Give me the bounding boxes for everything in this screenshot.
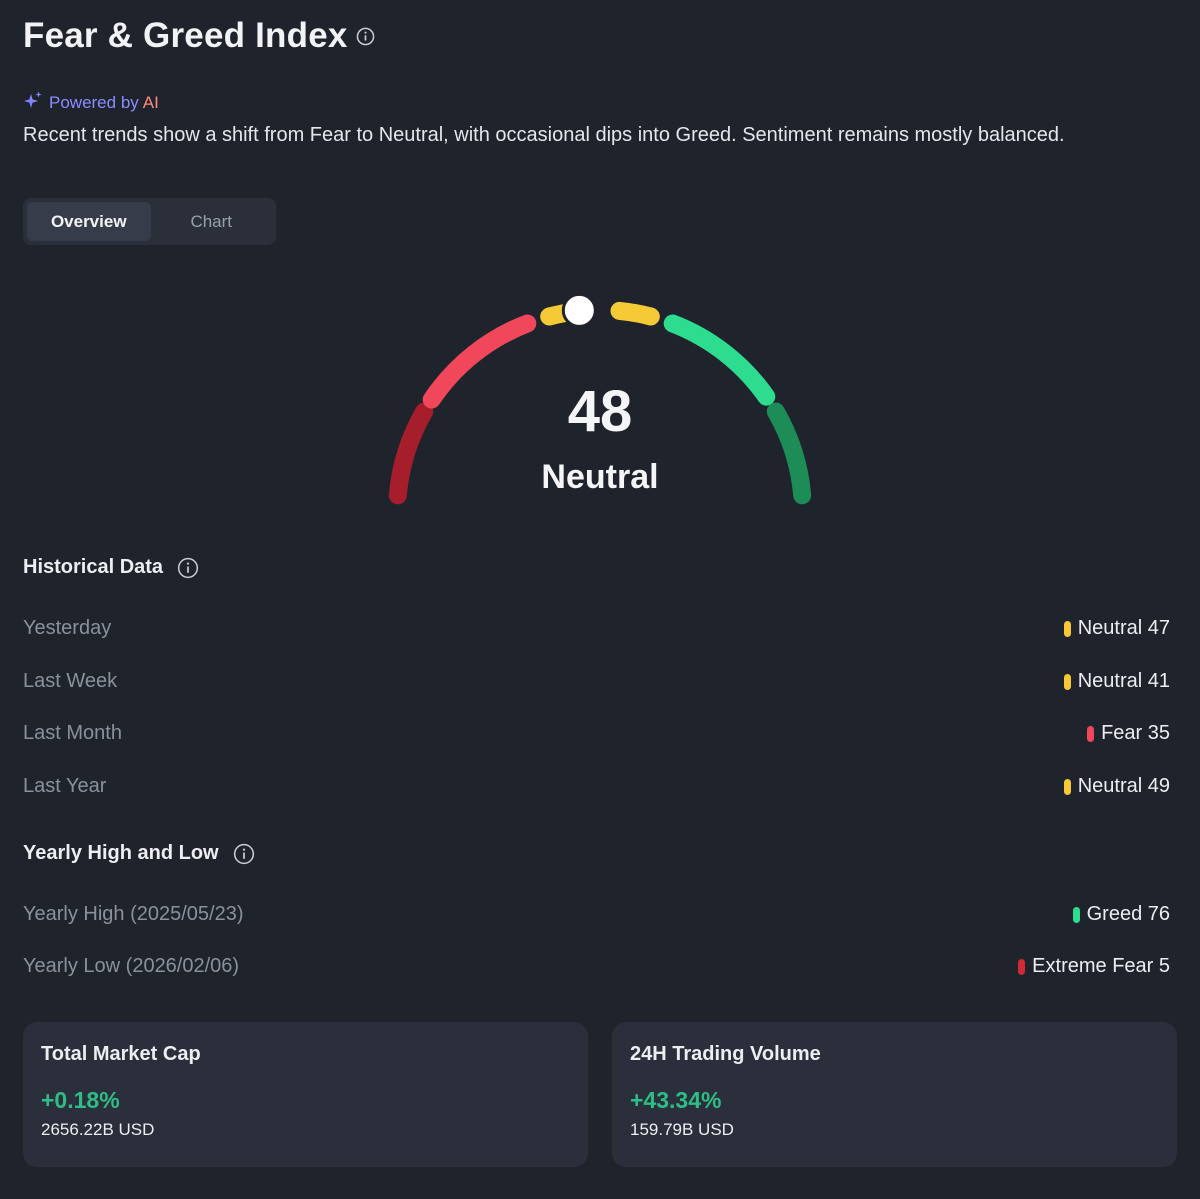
- gauge-indicator: [561, 292, 597, 328]
- yearly-row-value: Extreme Fear 5: [1032, 955, 1170, 977]
- card-title: Total Market Cap: [41, 1043, 201, 1065]
- history-row-value: Neutral 49: [1077, 775, 1170, 797]
- history-row-label: Last Month: [23, 722, 122, 744]
- historical-data-title: Historical Data: [23, 556, 164, 578]
- yearly-row-value: Greed 76: [1086, 903, 1170, 925]
- tab-chart[interactable]: Chart: [190, 211, 233, 231]
- info-icon[interactable]: [177, 557, 199, 579]
- historical-data-heading: Historical Data: [23, 556, 199, 579]
- sentiment-indicator: [1072, 906, 1080, 923]
- yearly-row-label: Yearly High (2025/05/23): [23, 903, 244, 925]
- gauge-value: 48: [567, 379, 633, 444]
- info-icon[interactable]: [233, 843, 255, 865]
- history-row-value: Neutral 47: [1077, 617, 1170, 639]
- sentiment-indicator: [1063, 778, 1071, 795]
- history-row-value: Fear 35: [1101, 722, 1170, 744]
- sentiment-indicator: [1063, 673, 1071, 690]
- sentiment-indicator: [1063, 620, 1071, 637]
- yearly-heading: Yearly High and Low: [23, 842, 255, 865]
- greed-segment: [663, 314, 776, 406]
- history-row-value: Neutral 41: [1077, 670, 1170, 692]
- info-icon[interactable]: [356, 27, 375, 46]
- trading-volume-card[interactable]: 24H Trading Volume +43.34% 159.79B USD: [612, 1022, 1177, 1167]
- yearly-row: Yearly Low (2026/02/06) Extreme Fear 5: [23, 955, 1170, 978]
- sparkle-icon: [23, 90, 43, 115]
- page-header: Fear & Greed Index: [23, 16, 375, 56]
- yearly-row: Yearly High (2025/05/23) Greed 76: [23, 903, 1170, 926]
- history-row: Last Year Neutral 49: [23, 775, 1170, 798]
- card-amount: 2656.22B USD: [41, 1120, 155, 1139]
- extreme-greed-segment: [766, 402, 812, 505]
- yearly-title: Yearly High and Low: [23, 842, 219, 864]
- page-title: Fear & Greed Index: [23, 16, 348, 55]
- neutral-right-segment: [610, 301, 660, 326]
- card-change: +0.18%: [41, 1087, 120, 1113]
- card-change: +43.34%: [630, 1087, 722, 1113]
- history-row-label: Last Year: [23, 775, 107, 797]
- card-amount: 159.79B USD: [630, 1120, 734, 1139]
- fear-segment: [422, 314, 537, 409]
- sentiment-gauge: [388, 292, 812, 505]
- extreme-fear-segment: [388, 402, 434, 505]
- ai-badge: Powered by AI: [23, 90, 159, 115]
- gauge-label: Neutral: [541, 458, 659, 496]
- ai-label: AI: [142, 92, 159, 112]
- powered-by-label: Powered by: [49, 92, 139, 112]
- ai-summary: Recent trends show a shift from Fear to …: [23, 124, 1065, 146]
- history-row: Last Week Neutral 41: [23, 670, 1170, 693]
- card-title: 24H Trading Volume: [630, 1043, 821, 1065]
- tab-overview[interactable]: Overview: [27, 202, 151, 241]
- sentiment-indicator: [1018, 958, 1026, 975]
- history-row-label: Yesterday: [23, 617, 112, 639]
- history-row: Last Month Fear 35: [23, 722, 1170, 745]
- sentiment-indicator: [1087, 725, 1095, 742]
- view-tabs: Overview Chart: [23, 198, 276, 245]
- yearly-row-label: Yearly Low (2026/02/06): [23, 955, 240, 977]
- market-cap-card[interactable]: Total Market Cap +0.18% 2656.22B USD: [23, 1022, 588, 1167]
- history-row-label: Last Week: [23, 670, 118, 692]
- history-row: Yesterday Neutral 47: [23, 617, 1170, 640]
